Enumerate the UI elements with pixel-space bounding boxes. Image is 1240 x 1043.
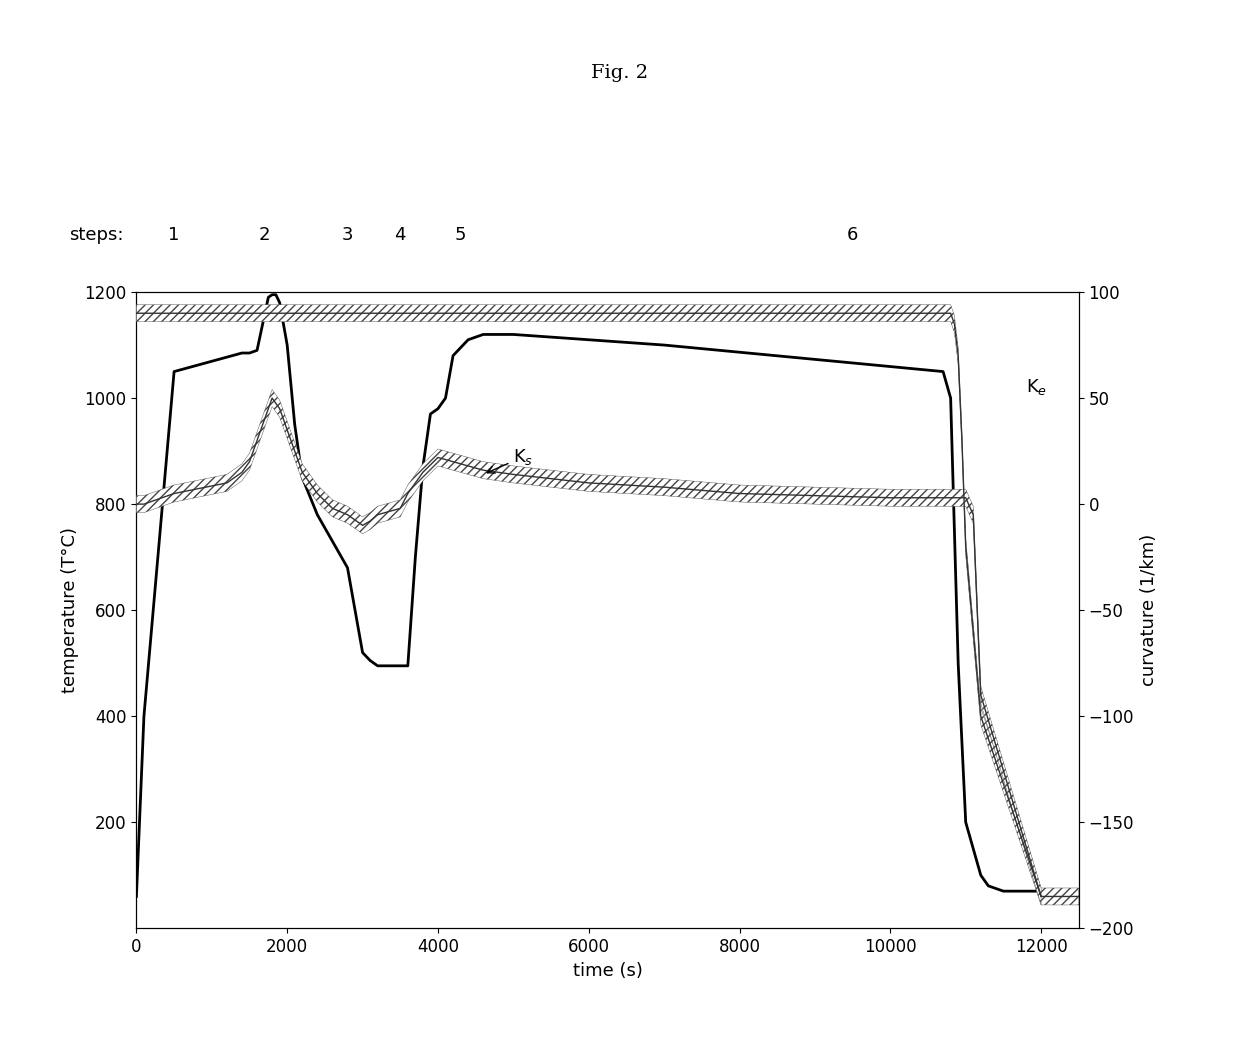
Text: 3: 3	[342, 225, 353, 244]
Text: 5: 5	[455, 225, 466, 244]
Text: steps:: steps:	[69, 225, 124, 244]
Text: K$_e$: K$_e$	[1025, 378, 1048, 397]
Text: 2: 2	[259, 225, 270, 244]
Text: Fig. 2: Fig. 2	[591, 64, 649, 82]
Text: 4: 4	[394, 225, 405, 244]
Text: K$_s$: K$_s$	[487, 446, 533, 474]
Text: 6: 6	[847, 225, 858, 244]
X-axis label: time (s): time (s)	[573, 962, 642, 979]
Y-axis label: temperature (T°C): temperature (T°C)	[61, 527, 79, 694]
Text: 1: 1	[169, 225, 180, 244]
Y-axis label: curvature (1/km): curvature (1/km)	[1140, 534, 1158, 686]
